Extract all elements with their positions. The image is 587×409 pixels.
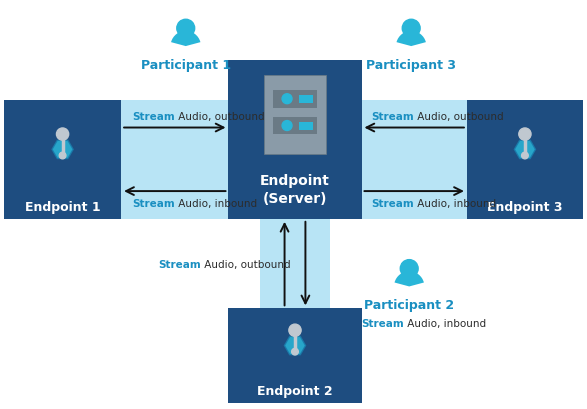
Text: Stream: Stream xyxy=(158,259,201,269)
Polygon shape xyxy=(260,219,330,308)
Circle shape xyxy=(402,20,420,38)
Text: Stream: Stream xyxy=(362,319,404,328)
Polygon shape xyxy=(273,90,317,108)
Text: Audio, outbound: Audio, outbound xyxy=(201,259,290,269)
Text: Audio, inbound: Audio, inbound xyxy=(404,319,487,328)
Text: Stream: Stream xyxy=(132,111,175,121)
Polygon shape xyxy=(121,101,467,219)
Wedge shape xyxy=(397,32,426,47)
Polygon shape xyxy=(285,337,306,355)
Circle shape xyxy=(177,20,195,38)
Text: Participant 2: Participant 2 xyxy=(364,299,454,312)
Text: Endpoint
(Server): Endpoint (Server) xyxy=(260,173,330,206)
Circle shape xyxy=(282,94,292,104)
Polygon shape xyxy=(299,96,313,103)
Wedge shape xyxy=(394,272,424,287)
Text: Audio, outbound: Audio, outbound xyxy=(414,111,504,121)
Circle shape xyxy=(56,129,69,141)
Polygon shape xyxy=(264,76,326,155)
Text: Stream: Stream xyxy=(132,198,175,209)
Polygon shape xyxy=(4,101,121,219)
Text: Participant 3: Participant 3 xyxy=(366,59,456,72)
Circle shape xyxy=(282,121,292,131)
Text: Audio, inbound: Audio, inbound xyxy=(414,198,496,209)
Text: Audio, inbound: Audio, inbound xyxy=(175,198,257,209)
Circle shape xyxy=(289,324,301,337)
Polygon shape xyxy=(228,61,362,219)
Polygon shape xyxy=(514,141,535,159)
Text: Endpoint 1: Endpoint 1 xyxy=(25,201,100,214)
Text: Stream: Stream xyxy=(372,111,414,121)
Wedge shape xyxy=(171,32,200,47)
Polygon shape xyxy=(52,141,73,159)
Text: Endpoint 3: Endpoint 3 xyxy=(487,201,563,214)
Text: Endpoint 2: Endpoint 2 xyxy=(257,384,333,397)
Circle shape xyxy=(519,129,531,141)
Text: Stream: Stream xyxy=(372,198,414,209)
Polygon shape xyxy=(299,122,313,130)
Polygon shape xyxy=(467,101,583,219)
Circle shape xyxy=(400,260,418,278)
Polygon shape xyxy=(228,308,362,402)
Circle shape xyxy=(522,153,528,160)
Polygon shape xyxy=(273,117,317,135)
Text: Audio, outbound: Audio, outbound xyxy=(175,111,264,121)
Circle shape xyxy=(59,153,66,160)
Circle shape xyxy=(292,348,298,355)
Text: Participant 1: Participant 1 xyxy=(141,59,231,72)
